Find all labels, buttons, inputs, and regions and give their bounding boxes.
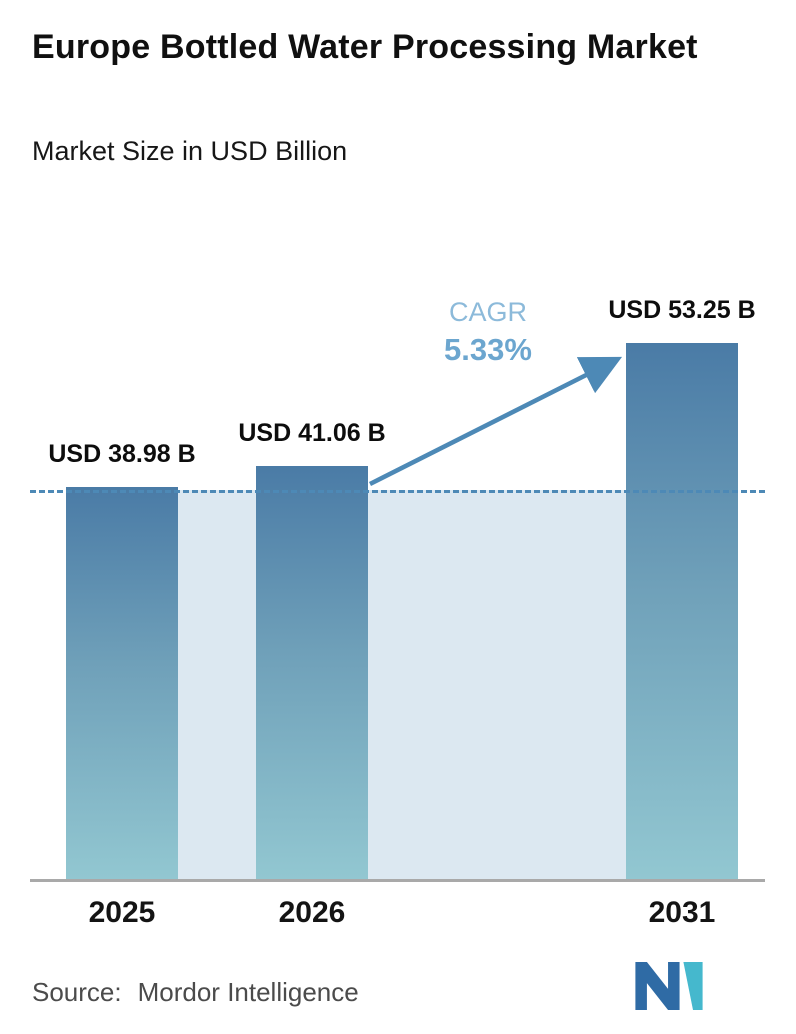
x-axis-tick-label: 2026: [278, 896, 346, 929]
x-axis-tick-label: 2025: [88, 896, 156, 929]
source-label: Source:: [32, 977, 122, 1007]
source-attribution: Source: Mordor Intelligence: [32, 977, 359, 1008]
bar-value-label: USD 53.25 B: [608, 296, 756, 324]
bar: USD 53.25 B: [608, 296, 756, 879]
cagr-annotation: CAGR 5.33%: [408, 294, 568, 370]
reference-dashed-line: [30, 489, 765, 493]
mordor-intelligence-logo-icon: [635, 962, 703, 1010]
cagr-label: CAGR: [448, 297, 527, 327]
page-subtitle: Market Size in USD Billion: [32, 136, 348, 166]
chart-plot-area: USD 38.98 B USD 41.06 B USD 53.25 B CAGR…: [30, 280, 765, 882]
source-value: Mordor Intelligence: [137, 977, 359, 1007]
cagr-value: 5.33%: [444, 332, 532, 367]
x-axis-tick-label: 2031: [648, 896, 716, 929]
bar-value-label: USD 38.98 B: [48, 439, 196, 468]
bar-value-label: USD 41.06 B: [238, 418, 386, 447]
page-title: Europe Bottled Water Processing Market: [32, 28, 698, 66]
bar: USD 41.06 B: [238, 419, 386, 879]
bar: USD 38.98 B: [48, 440, 196, 879]
